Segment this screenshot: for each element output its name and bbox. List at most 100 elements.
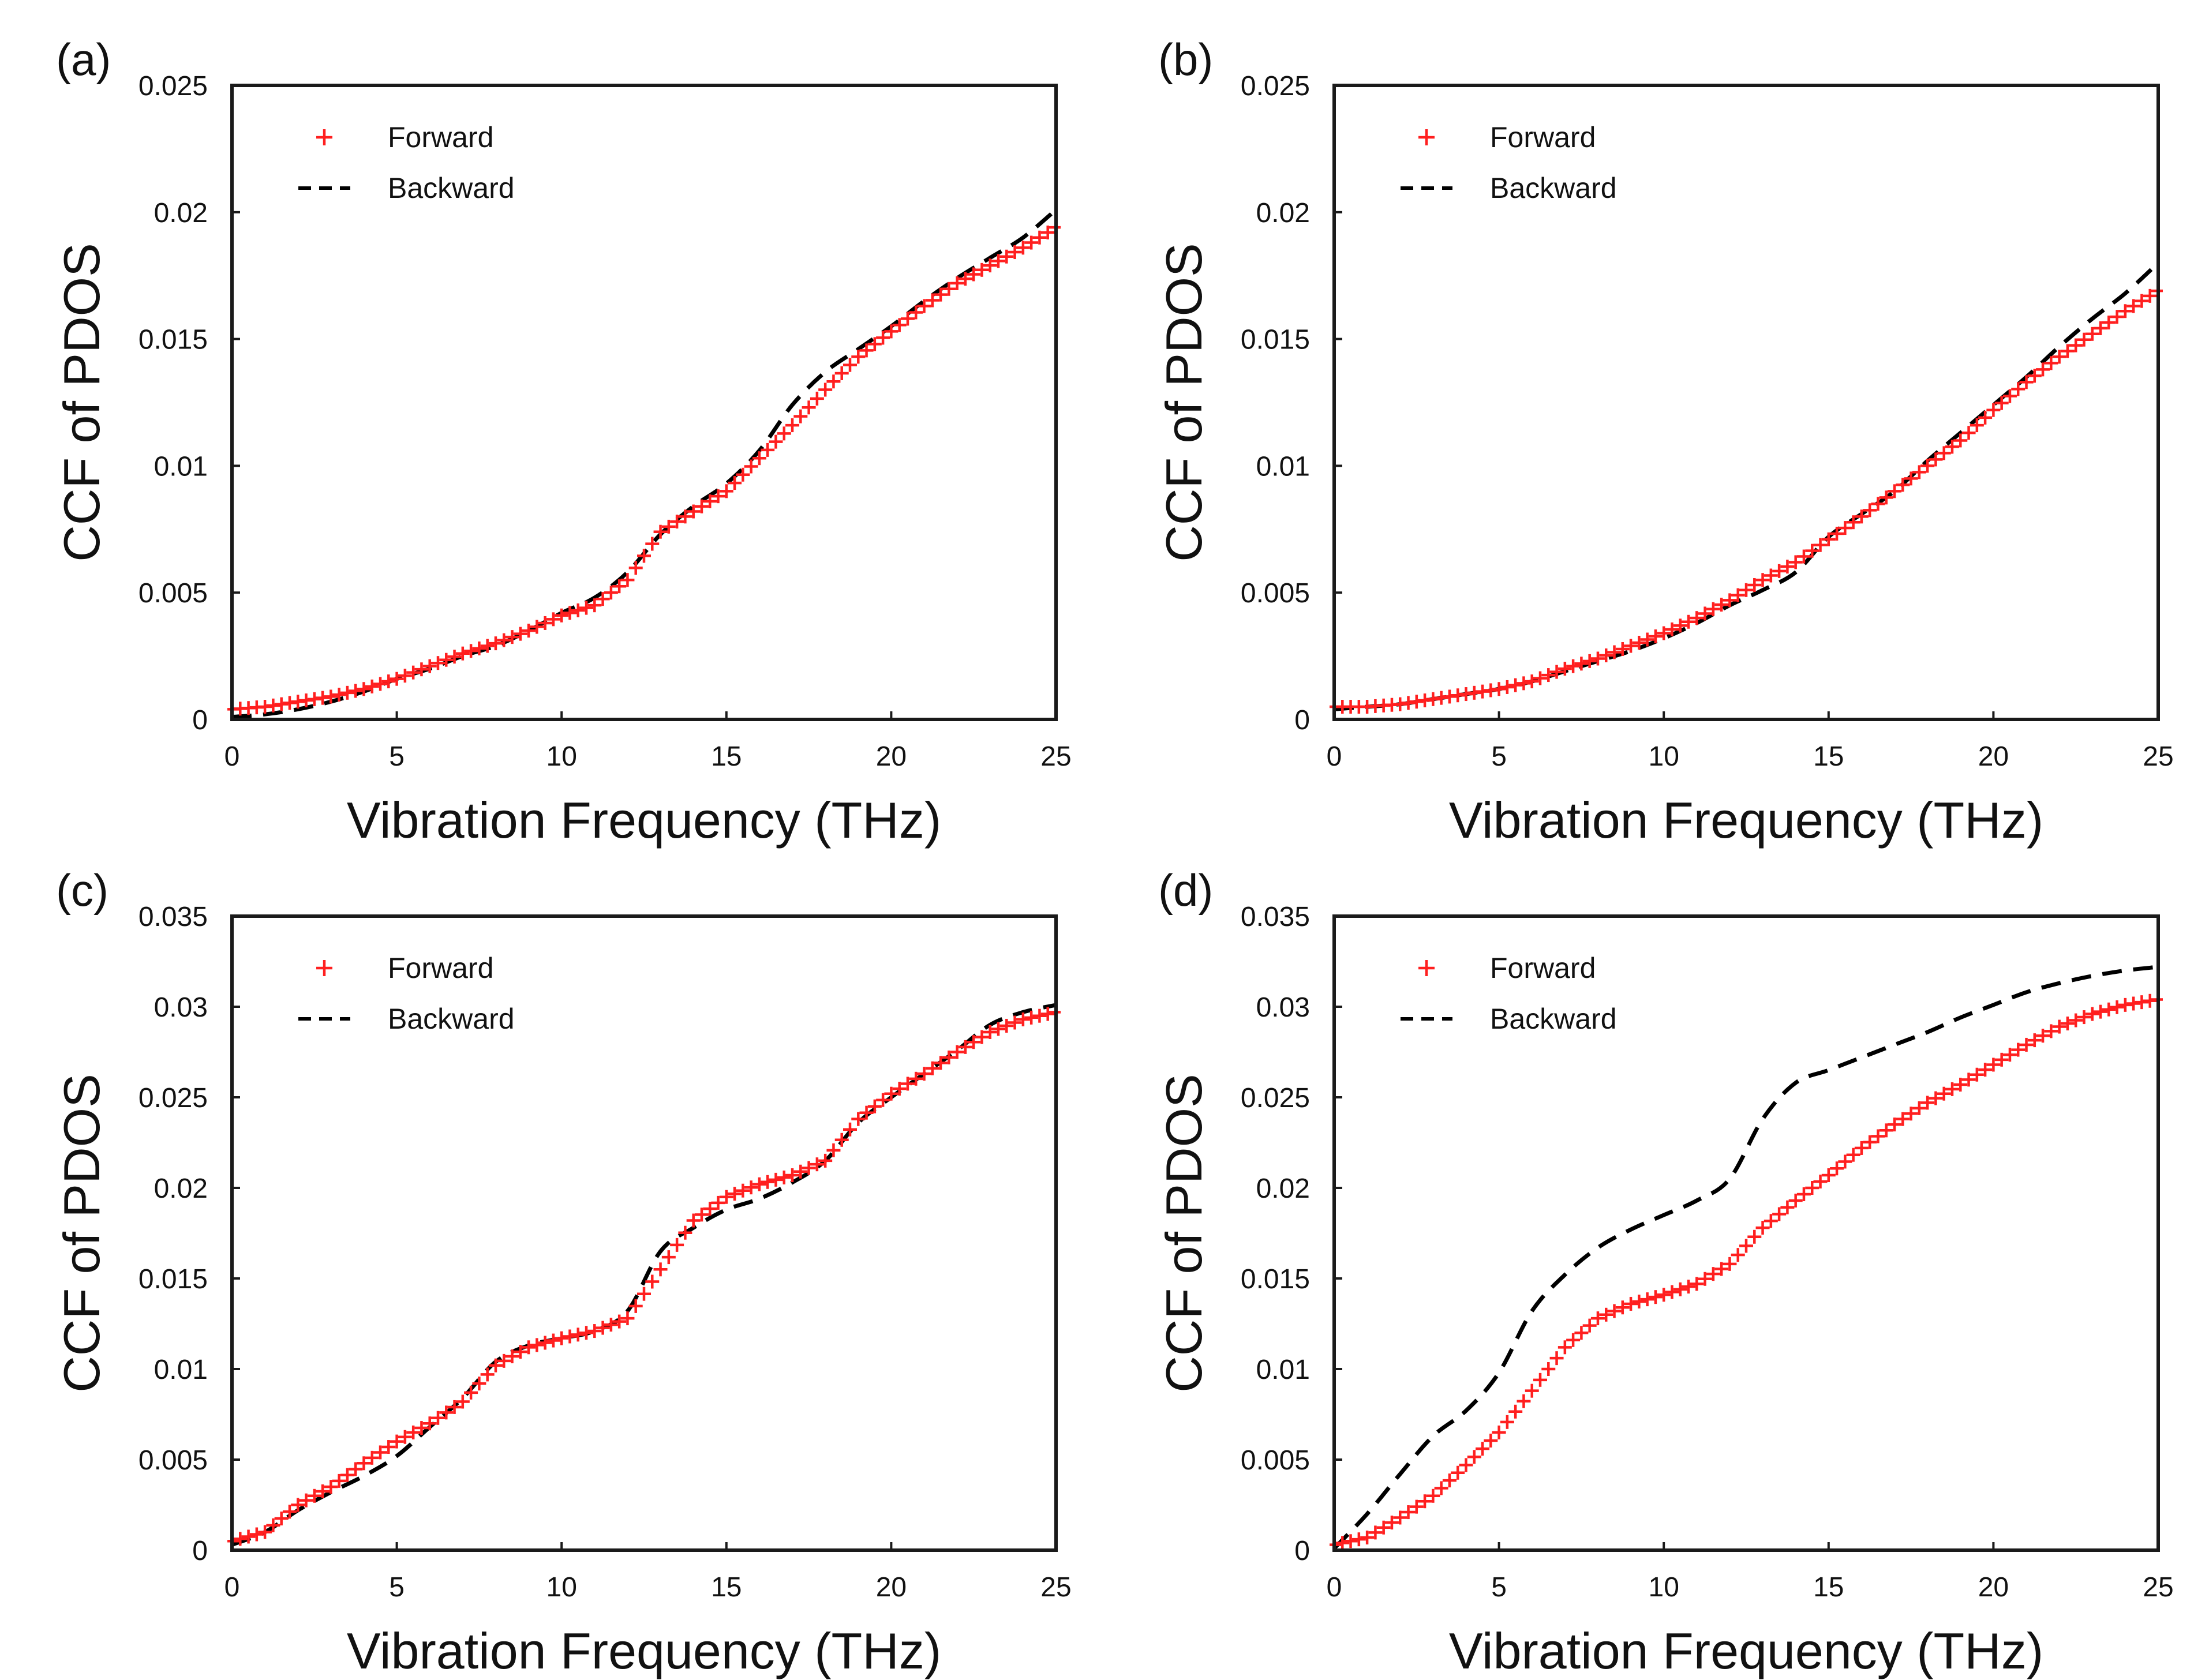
forward-point (1557, 1340, 1572, 1355)
forward-point (422, 1416, 437, 1431)
forward-point (1714, 598, 1729, 612)
forward-point (1690, 611, 1704, 625)
forward-point (843, 1122, 857, 1137)
forward-point (513, 627, 527, 641)
forward-point (1368, 1525, 1383, 1540)
forward-point (1854, 509, 1869, 524)
forward-point (1476, 1442, 1490, 1456)
forward-point (2060, 344, 2075, 358)
forward-point (398, 669, 412, 683)
forward-point (571, 603, 585, 617)
y-tick-label: 0.02 (154, 1173, 208, 1204)
forward-point (282, 1505, 297, 1519)
x-tick-label: 10 (1649, 1572, 1679, 1603)
forward-point (1665, 622, 1679, 636)
forward-point (1640, 1292, 1654, 1307)
forward-point (1788, 555, 1803, 569)
forward-point (736, 467, 750, 482)
forward-point (1723, 1257, 1737, 1271)
forward-point (258, 1525, 272, 1539)
forward-point (736, 1183, 750, 1198)
forward-point (1549, 1351, 1564, 1366)
forward-point (1986, 403, 2001, 417)
forward-point (612, 579, 627, 594)
forward-point (1929, 1091, 1943, 1105)
legend: Forward Backward (298, 121, 515, 204)
forward-point (2069, 338, 2083, 352)
forward-point (2036, 362, 2050, 377)
forward-point (1912, 1101, 1926, 1115)
forward-point (1714, 1262, 1729, 1276)
x-axis-label: Vibration Frequency (THz) (1449, 1622, 2043, 1679)
forward-point (604, 586, 618, 600)
forward-point (1796, 549, 1811, 564)
forward-point (967, 267, 981, 282)
forward-point (1821, 1168, 1836, 1183)
forward-point (1764, 1214, 1778, 1228)
forward-point (1690, 1277, 1704, 1291)
forward-point (1879, 1123, 1893, 1138)
legend-forward-marker (316, 960, 332, 976)
forward-point (381, 1440, 396, 1454)
forward-point (1335, 1536, 1350, 1550)
forward-point (793, 409, 808, 423)
forward-point (1648, 1290, 1663, 1304)
forward-point (1698, 1272, 1712, 1286)
forward-point (1484, 1434, 1498, 1448)
forward-point (1937, 446, 1951, 460)
forward-point (975, 262, 989, 277)
forward-point (538, 1336, 552, 1350)
forward-point (686, 504, 701, 519)
forward-point (925, 293, 939, 308)
forward-point (670, 1238, 684, 1252)
forward-point (925, 1061, 939, 1075)
y-tick-label: 0.015 (1241, 1264, 1310, 1295)
y-axis-label: CCF of PDOS (1155, 243, 1212, 562)
forward-point (826, 374, 841, 389)
y-axis-label: CCF of PDOS (53, 243, 110, 562)
forward-point (967, 1035, 981, 1049)
forward-point (728, 476, 742, 490)
forward-point (950, 276, 964, 290)
chart-panel-b: (b) 0 5 10 15 20 25 0 0.005 0.01 0.015 0.02 0.025 Vib… (1155, 34, 2174, 849)
forward-point (555, 1331, 569, 1345)
forward-point (2085, 327, 2099, 341)
forward-point (1517, 676, 1531, 691)
forward-point (1393, 1510, 1407, 1525)
forward-point (455, 1394, 470, 1409)
forward-point (1549, 665, 1564, 679)
forward-point (1945, 1082, 1959, 1096)
forward-point (414, 1421, 429, 1435)
forward-point (563, 606, 577, 620)
forward-point (1838, 521, 1852, 535)
legend-forward-marker (1418, 129, 1435, 145)
forward-point (1016, 241, 1030, 255)
legend-forward-marker (316, 129, 332, 145)
y-tick-label: 0.035 (1241, 902, 1310, 932)
forward-point (447, 650, 462, 664)
forward-point (892, 318, 907, 332)
chart-panel-a: (a) 0 5 10 15 20 25 0 0.005 0.01 0.015 0.02 0.025 Vib… (53, 34, 1072, 849)
forward-point (1896, 1112, 1910, 1126)
x-tick-label: 15 (1813, 1572, 1844, 1603)
y-tick-label: 0.02 (154, 198, 208, 228)
forward-point (1508, 678, 1523, 692)
forward-point (505, 630, 519, 644)
forward-point (711, 489, 725, 504)
plot-area (227, 208, 1061, 719)
forward-point (1937, 1086, 1951, 1101)
x-tick-label: 15 (711, 1572, 742, 1603)
forward-point (1796, 1187, 1811, 1201)
x-tick-label: 15 (711, 741, 742, 772)
forward-point (1451, 1465, 1465, 1480)
forward-point (439, 652, 454, 667)
forward-point (472, 641, 486, 655)
forward-point (876, 331, 890, 345)
forward-point (1008, 245, 1022, 260)
forward-point (2077, 332, 2091, 347)
forward-point (1624, 639, 1638, 653)
forward-point (1541, 668, 1556, 682)
forward-point (2044, 356, 2058, 370)
forward-point (1024, 235, 1039, 250)
forward-point (1879, 490, 1893, 505)
